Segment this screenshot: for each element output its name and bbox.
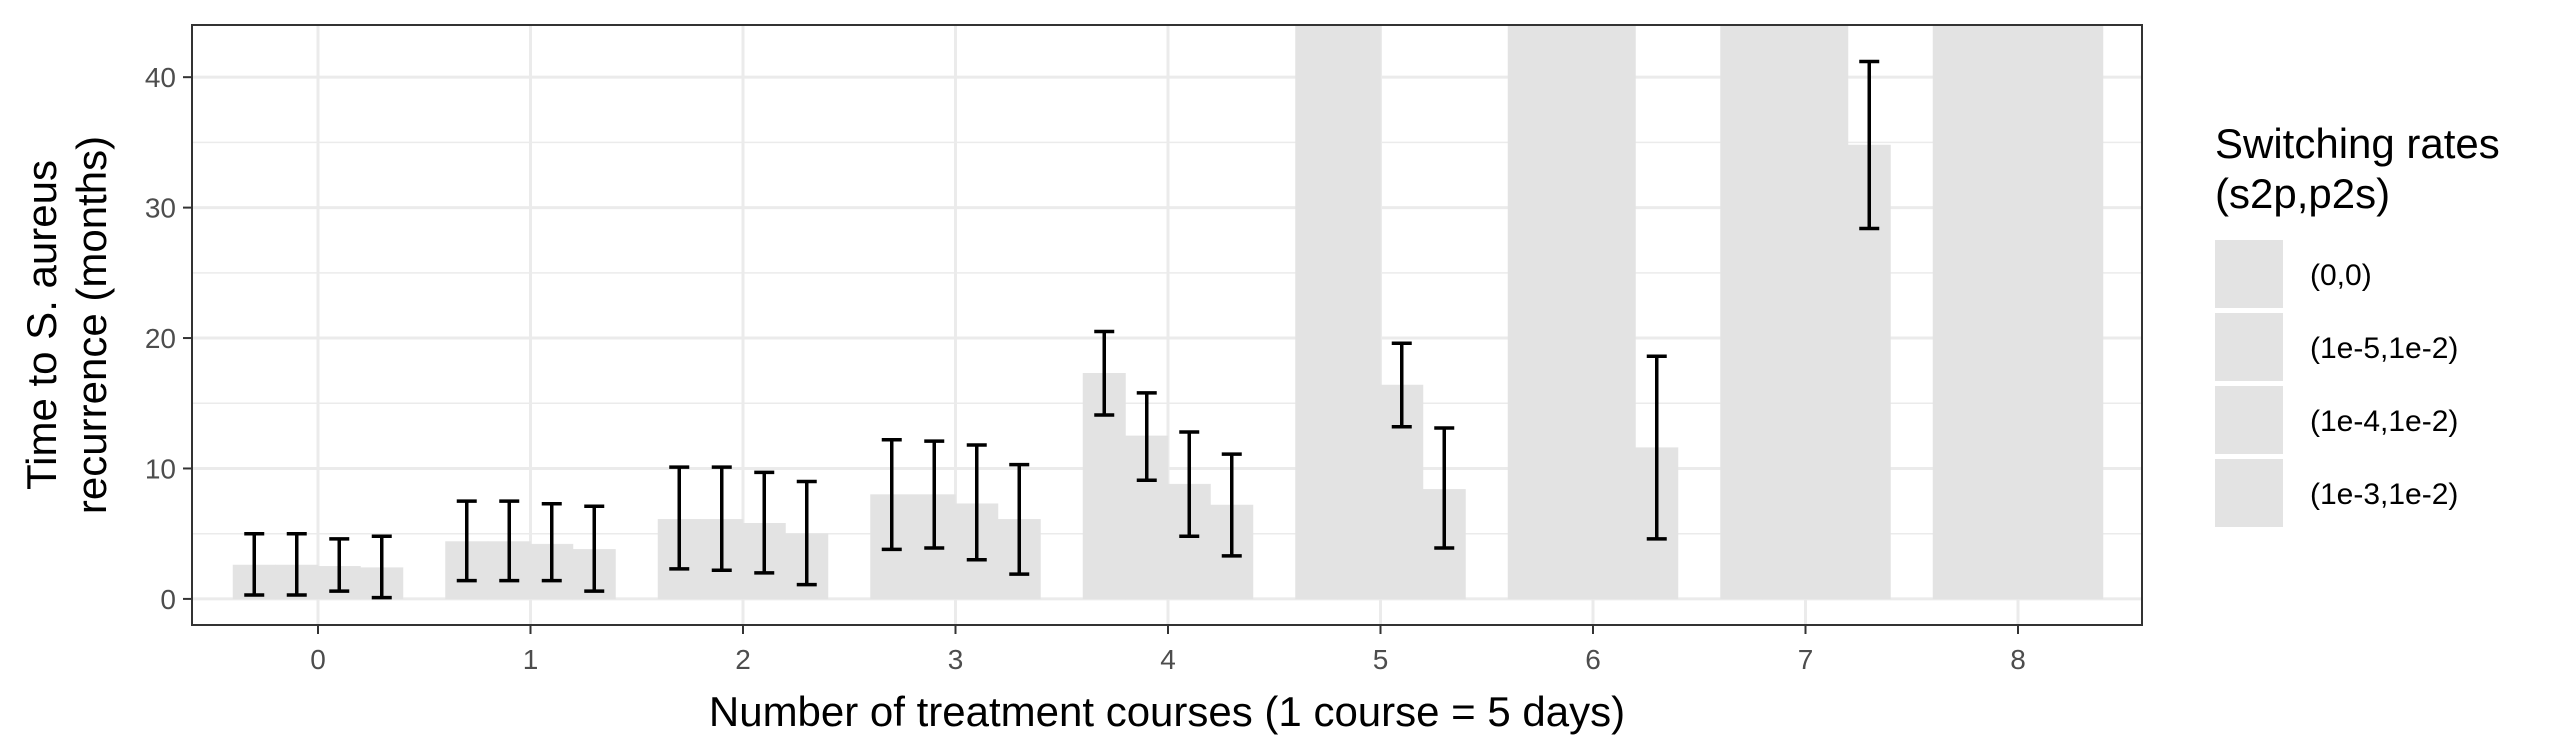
x-tick-label: 0 [310,644,326,675]
bar [1507,24,1551,600]
legend-item: (1e-3,1e-2) [2215,459,2458,527]
error-bar [966,443,987,562]
x-axis-ticks: 0 1 2 3 4 5 6 7 8 [310,625,2026,675]
error-bar [1646,354,1667,541]
error-bar [456,499,477,583]
error-bar [329,537,350,593]
bar [1592,24,1636,600]
bar [1295,24,1339,600]
error-bar [371,534,392,600]
error-bar [754,470,775,575]
bar [1762,24,1806,600]
error-bar [924,439,945,550]
x-tick-label: 4 [1160,644,1176,675]
y-tick-label: 40 [145,62,176,93]
error-bars [244,59,1880,600]
x-tick-label: 2 [735,644,751,675]
y-axis-title-line-1: Time to S. aureus [18,160,65,490]
error-bar [499,499,520,583]
x-tick-label: 3 [948,644,964,675]
y-axis-title-line-2: recurrence (months) [68,136,115,514]
legend-key [2215,240,2283,308]
error-bar [541,501,562,583]
legend-label: (1e-5,1e-2) [2310,332,2458,365]
error-bar [1179,430,1200,539]
bar [2060,24,2104,600]
x-tick-label: 1 [523,644,539,675]
bar [2017,24,2061,600]
legend-item: (1e-5,1e-2) [2215,313,2458,381]
bar [1720,24,1764,600]
error-bar [1391,341,1412,429]
x-axis-title: Number of treatment courses (1 course = … [709,688,1625,735]
axes: 0 10 20 30 40 0 1 2 3 4 5 6 7 8 Number of treatment … [18,62,2026,735]
legend-key [2215,459,2283,527]
bar [1805,24,1849,600]
error-bar [796,479,817,587]
x-tick-label: 7 [1798,644,1814,675]
bar [1975,24,2019,600]
legend-key [2215,386,2283,454]
bar [1337,24,1381,600]
bar [1932,24,1976,600]
legend-label: (1e-3,1e-2) [2310,478,2458,511]
error-bar [881,438,902,552]
x-tick-label: 6 [1585,644,1601,675]
legend: Switching rates (s2p,p2s) (0,0) (1e-5,1e-… [2215,120,2500,527]
legend-label: (1e-4,1e-2) [2310,405,2458,438]
y-axis-ticks: 0 10 20 30 40 [145,62,192,615]
y-tick-label: 20 [145,323,176,354]
error-bar [669,465,690,571]
bar [1550,24,1594,600]
legend-title-line-1: Switching rates [2215,120,2500,167]
error-bar [711,465,732,572]
legend-key [2215,313,2283,381]
legend-item: (0,0) [2215,240,2372,308]
error-bar [584,504,605,593]
legend-item: (1e-4,1e-2) [2215,386,2458,454]
error-bar [1136,391,1157,482]
legend-items: (0,0) (1e-5,1e-2) (1e-4,1e-2) (1e-3,1e-2) [2215,240,2458,527]
error-bar [1221,452,1242,558]
x-tick-label: 5 [1373,644,1389,675]
y-tick-label: 10 [145,453,176,484]
error-bar [244,531,265,597]
error-bar [1094,329,1115,417]
error-bar [286,531,307,597]
error-bar [1434,426,1455,550]
error-bar [1859,59,1880,231]
error-bar [1009,462,1030,576]
legend-label: (0,0) [2310,259,2372,292]
y-tick-label: 30 [145,193,176,224]
legend-title-line-2: (s2p,p2s) [2215,170,2390,217]
y-tick-label: 0 [160,584,176,615]
x-tick-label: 8 [2010,644,2026,675]
